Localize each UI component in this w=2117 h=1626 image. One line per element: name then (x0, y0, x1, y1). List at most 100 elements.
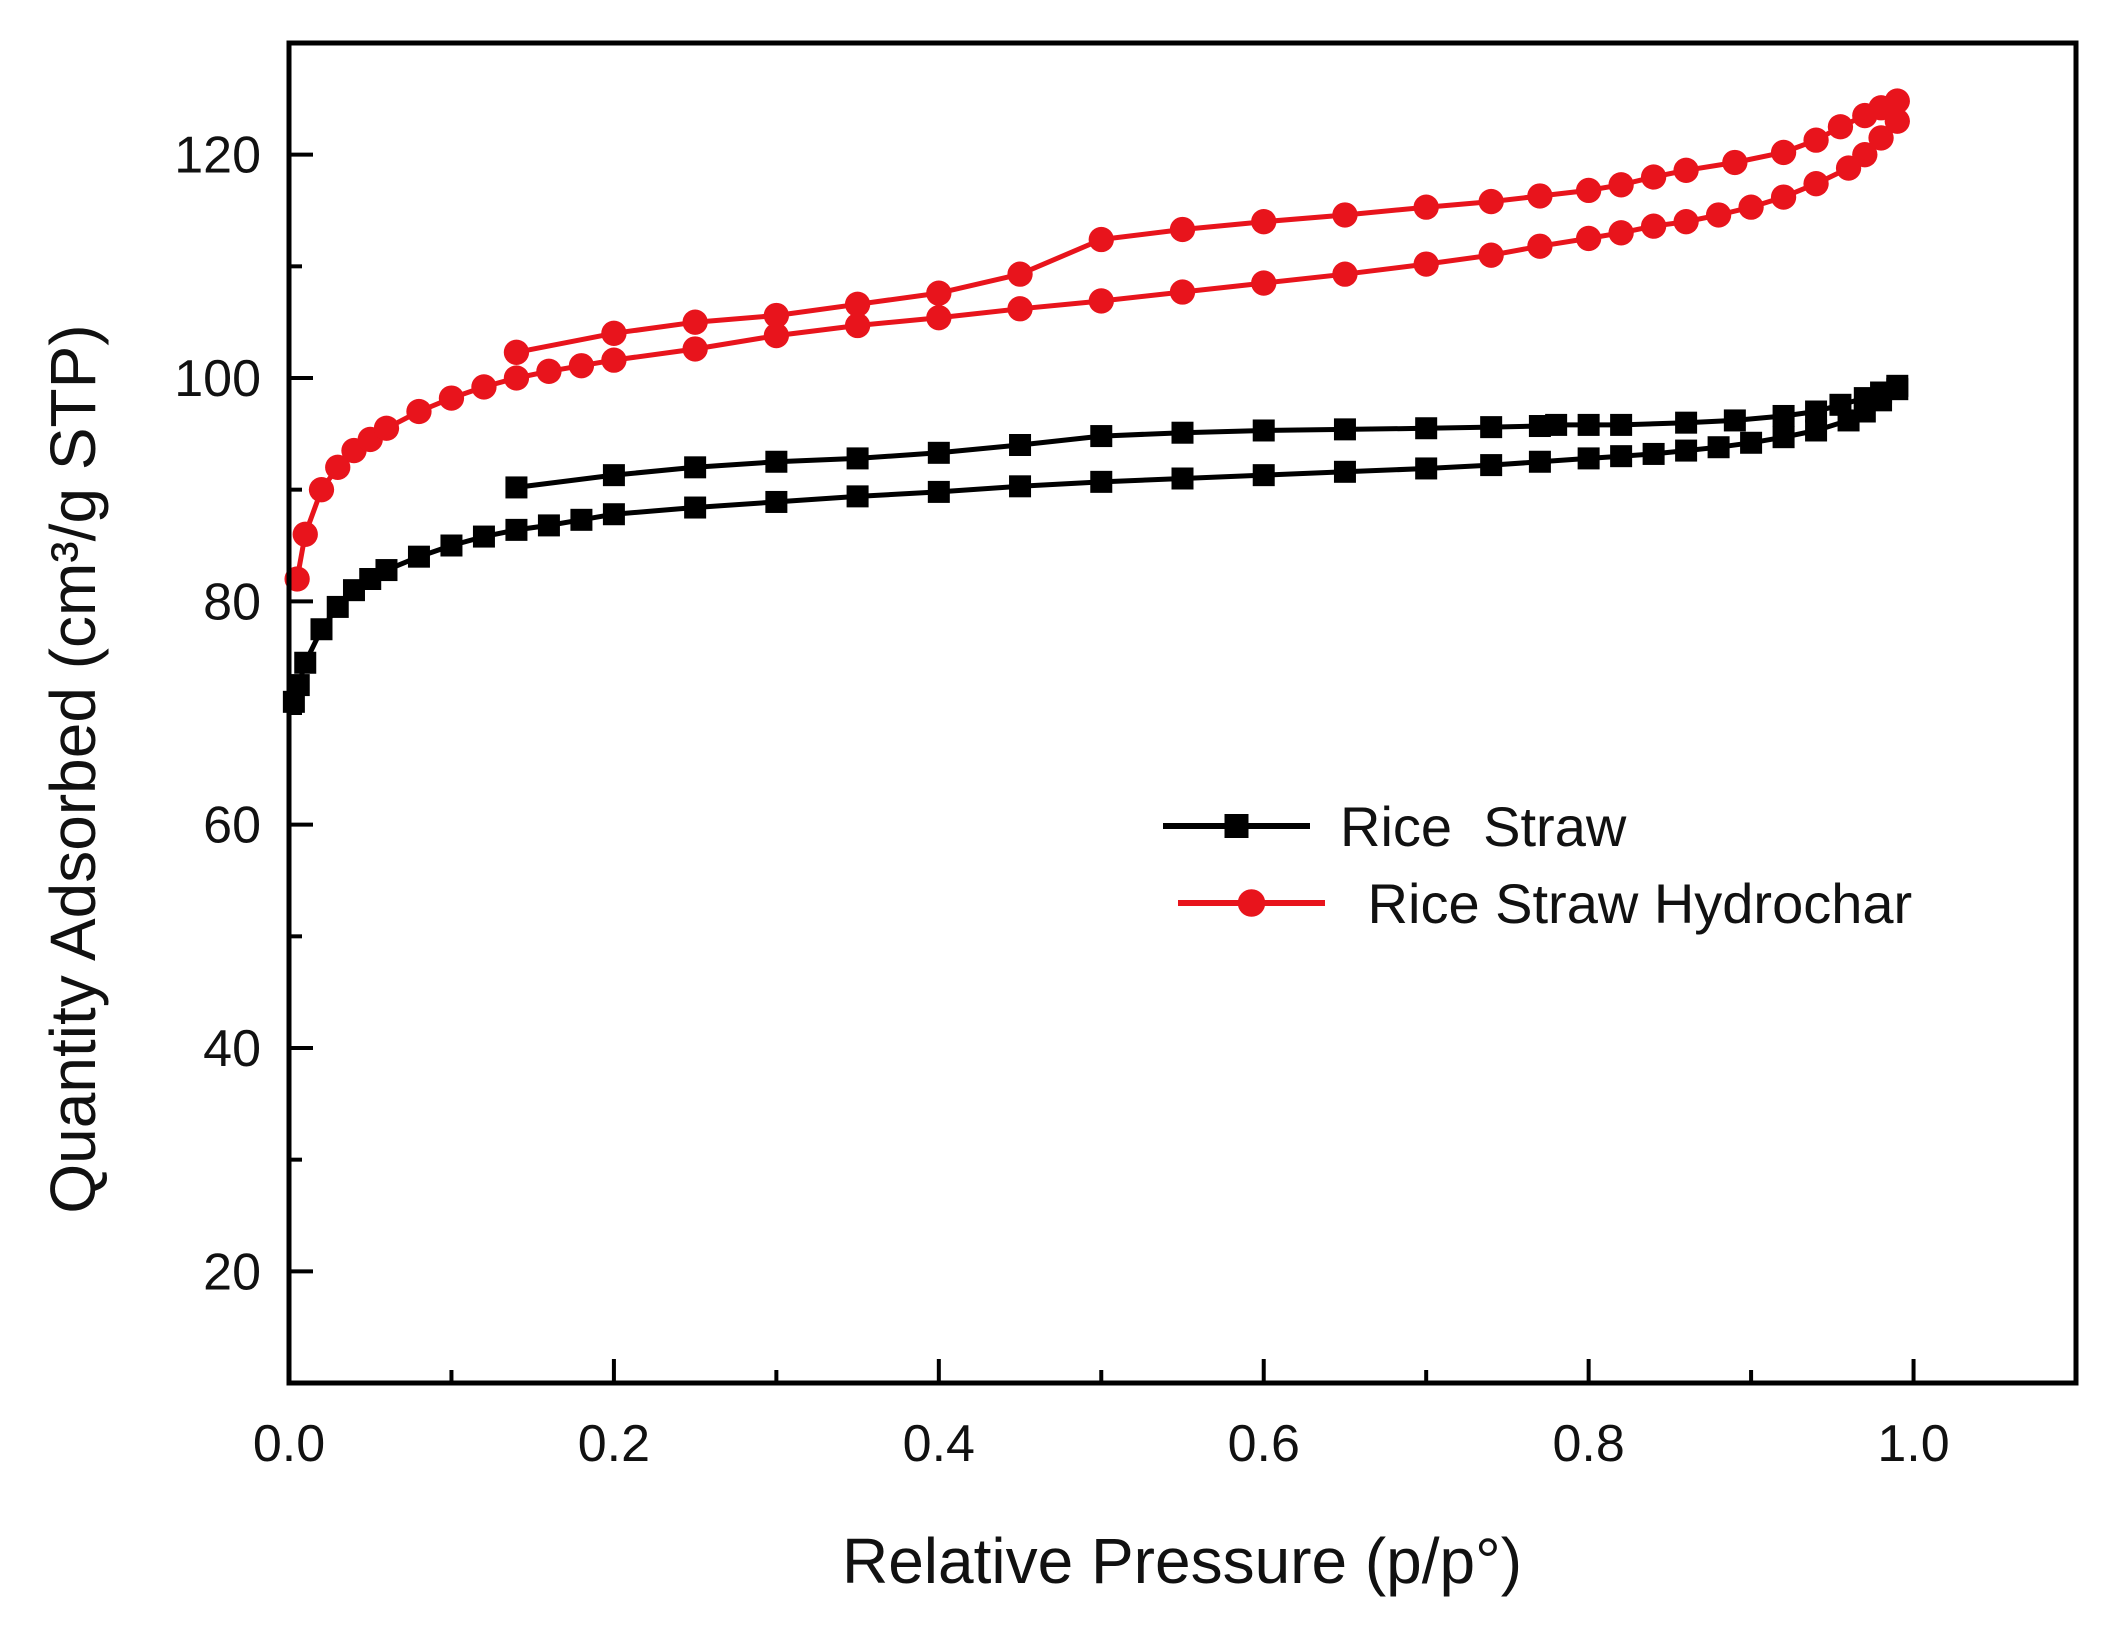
data-point-adsorption (570, 508, 593, 531)
data-point-adsorption (294, 651, 317, 674)
data-point-adsorption (1332, 261, 1358, 287)
legend-marker (1224, 814, 1249, 838)
data-point-adsorption (1575, 225, 1602, 252)
data-point-desorption (602, 464, 625, 487)
data-point-desorption (1608, 172, 1634, 198)
data-point-adsorption (1738, 194, 1764, 220)
data-point-adsorption (1805, 419, 1828, 442)
data-point-desorption (927, 441, 950, 464)
data-point-desorption (1827, 114, 1854, 140)
data-point-desorption (1009, 434, 1032, 456)
data-point-adsorption (1740, 431, 1763, 454)
x-tick-label: 0.8 (1552, 1415, 1624, 1473)
data-point-adsorption (287, 674, 310, 697)
data-point-adsorption (1610, 445, 1633, 468)
data-point-adsorption (1642, 442, 1665, 465)
data-point-desorption (1575, 177, 1602, 204)
data-point-adsorption (844, 312, 871, 339)
y-tick-label: 120 (174, 127, 261, 185)
data-point-adsorption (1852, 142, 1878, 168)
x-tick-label: 0.4 (903, 1415, 975, 1473)
data-point-desorption (1528, 415, 1551, 438)
legend-label: Rice Straw (1340, 795, 1627, 858)
data-point-desorption (503, 339, 530, 365)
data-point-desorption (1478, 188, 1504, 215)
data-point-desorption (1332, 202, 1358, 228)
data-point-desorption (1610, 413, 1633, 436)
data-point-adsorption (471, 374, 497, 400)
data-point-desorption (1577, 413, 1600, 436)
data-point-desorption (1772, 404, 1795, 427)
data-point-adsorption (602, 503, 625, 526)
data-point-adsorption (1413, 251, 1439, 277)
data-point-adsorption (1640, 213, 1667, 239)
data-point-desorption (1723, 409, 1746, 432)
data-point-adsorption (440, 534, 463, 557)
data-point-adsorption (601, 347, 627, 373)
data-point-desorption (601, 320, 627, 346)
tick-layer: 0.0 0.2 0.4 0.6 0.8 1.0 20 40 60 80 100 120 (174, 41, 2078, 1473)
legend-label: Rice Straw Hydrochar (1352, 872, 1912, 935)
data-point-adsorption (1770, 184, 1797, 210)
y-tick-label: 40 (203, 1020, 261, 1078)
data-point-desorption (1770, 139, 1797, 166)
x-tick-label: 0.6 (1228, 1415, 1300, 1473)
data-point-adsorption (503, 365, 530, 391)
data-point-adsorption (1171, 467, 1194, 490)
data-point-desorption (1007, 261, 1033, 287)
data-point-adsorption (1707, 436, 1730, 459)
data-point-adsorption (682, 336, 708, 362)
data-point-desorption (1171, 421, 1194, 444)
data-point-desorption (926, 280, 952, 306)
data-point-desorption (1803, 127, 1829, 153)
data-point-adsorption (1480, 454, 1503, 477)
data-point-desorption (1673, 157, 1699, 183)
data-point-adsorption (1251, 270, 1277, 296)
data-point-adsorption (373, 415, 400, 441)
legend: Rice Straw Rice Straw Hydrochar (1163, 795, 1912, 935)
data-point-desorption (1853, 387, 1876, 410)
data-point-adsorption (684, 496, 707, 519)
data-point-adsorption (1088, 288, 1114, 314)
data-point-adsorption (472, 525, 495, 548)
data-point-adsorption (325, 454, 351, 480)
data-point-desorption (1722, 149, 1748, 176)
data-point-desorption (1088, 226, 1114, 253)
data-point-desorption (1251, 209, 1277, 235)
data-point-desorption (1169, 216, 1196, 243)
data-point-adsorption (536, 358, 562, 384)
data-point-adsorption (1608, 220, 1634, 246)
data-point-adsorption (310, 618, 333, 641)
data-point-adsorption (1009, 475, 1032, 498)
data-point-desorption (844, 291, 871, 317)
data-point-desorption (1852, 102, 1878, 129)
data-point-adsorption (1868, 125, 1894, 151)
data-point-adsorption (926, 305, 952, 331)
data-point-desorption (1333, 418, 1356, 441)
data-point-adsorption (1772, 426, 1795, 449)
data-point-desorption (1252, 419, 1275, 442)
x-tick-label: 0.2 (578, 1415, 650, 1473)
data-point-desorption (1640, 164, 1667, 190)
data-point-adsorption (1333, 460, 1356, 483)
data-point-adsorption (568, 353, 595, 379)
data-point-desorption (1090, 425, 1113, 448)
data-point-desorption (1675, 411, 1698, 434)
y-axis-title: Quantity Adsorbed (cm³/g STP) (37, 324, 109, 1213)
data-point-adsorption (407, 545, 430, 568)
y-tick-label: 80 (203, 573, 261, 631)
data-point-desorption (1480, 416, 1503, 439)
data-point-adsorption (1415, 457, 1438, 480)
data-point-desorption (505, 476, 528, 499)
data-point-adsorption (1527, 233, 1553, 259)
y-tick-label: 20 (203, 1243, 261, 1301)
data-point-adsorption (927, 480, 950, 503)
data-point-adsorption (1528, 450, 1551, 473)
data-point-adsorption (505, 518, 528, 541)
data-point-adsorption (1252, 464, 1275, 487)
data-point-adsorption (375, 559, 398, 582)
data-point-desorption (684, 456, 707, 479)
data-point-adsorption (406, 398, 432, 425)
data-point-adsorption (1803, 171, 1829, 197)
